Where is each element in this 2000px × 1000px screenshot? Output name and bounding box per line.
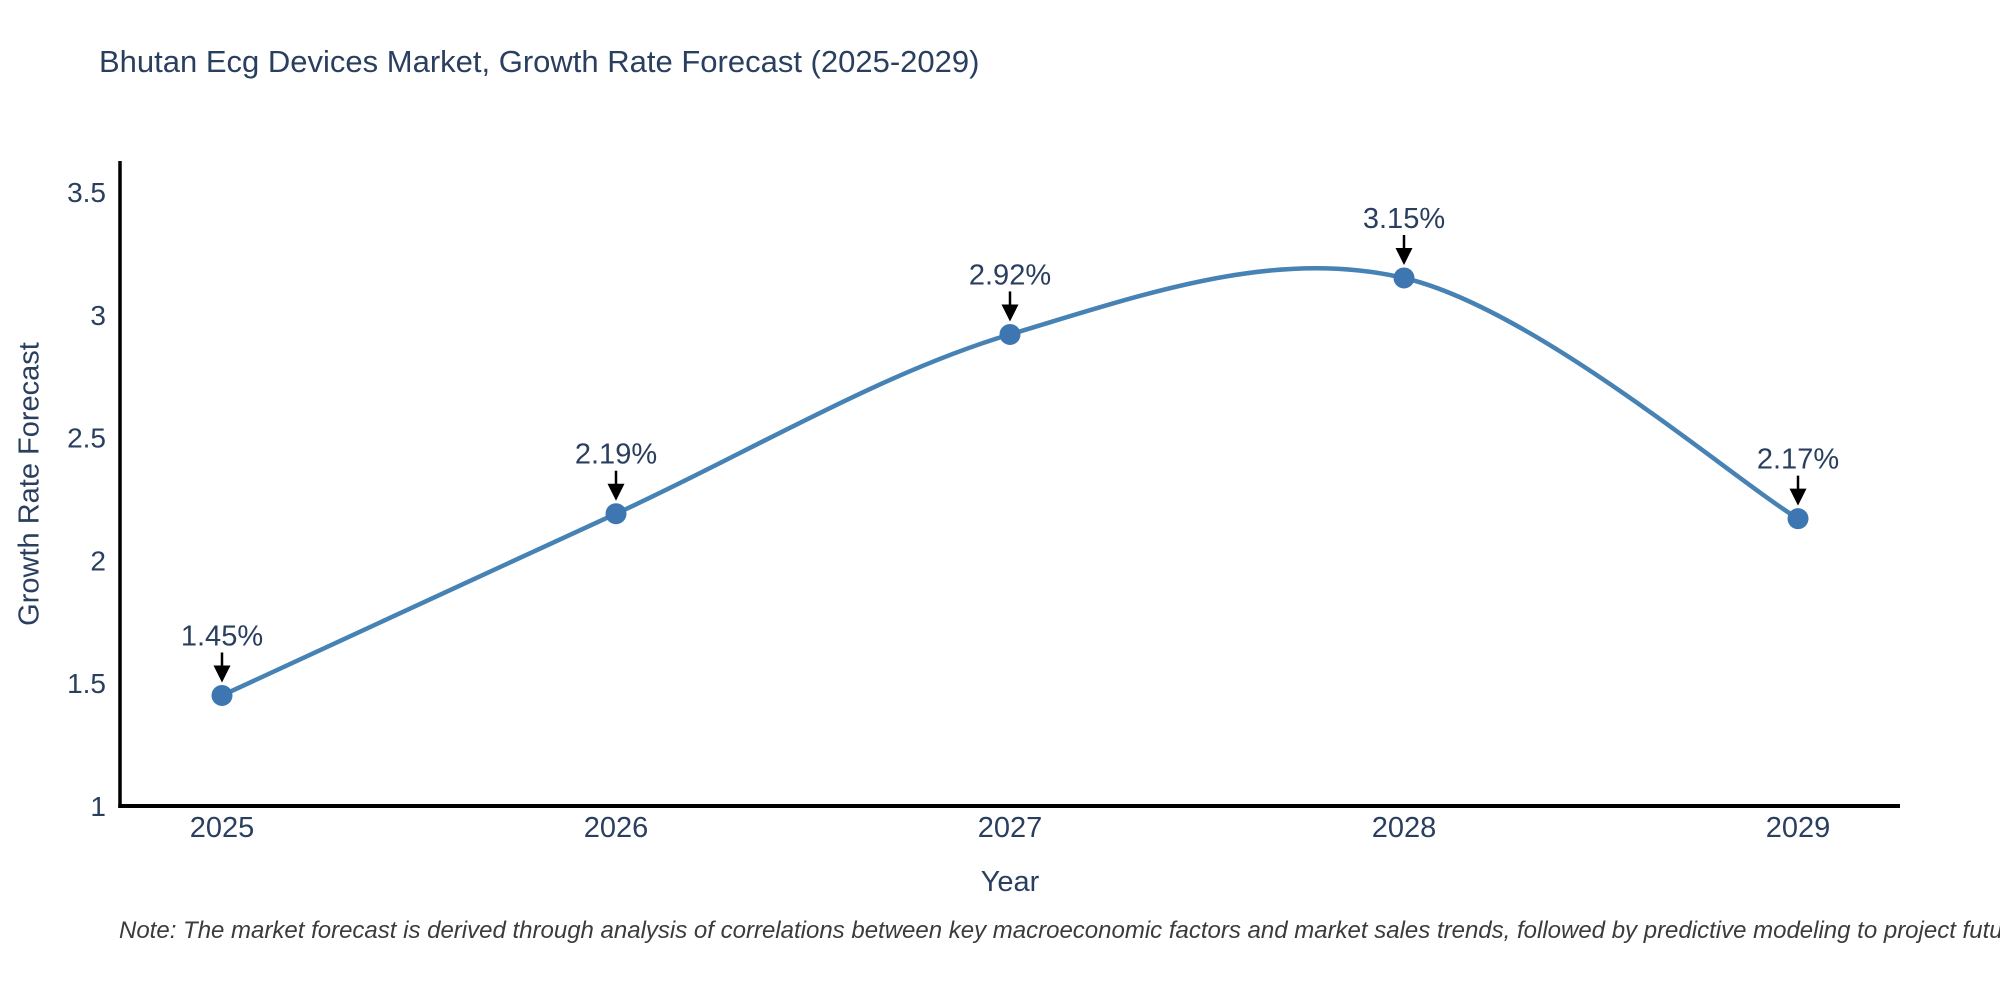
annotation-label: 2.17%	[1757, 444, 1839, 476]
annotation-arrowhead-icon	[607, 483, 625, 501]
annotation-label: 2.92%	[969, 259, 1051, 291]
x-tick-label: 2028	[1372, 812, 1437, 844]
annotation-label: 2.19%	[575, 439, 657, 471]
x-tick-label: 2027	[978, 812, 1043, 844]
x-tick-label: 2029	[1766, 812, 1831, 844]
annotation-arrowhead-icon	[1395, 247, 1413, 265]
data-point-marker[interactable]	[605, 503, 627, 525]
annotation-arrowhead-icon	[213, 665, 231, 683]
annotation-label: 3.15%	[1363, 203, 1445, 235]
x-tick-label: 2026	[584, 812, 649, 844]
data-point-marker[interactable]	[1787, 508, 1809, 530]
annotation-arrowhead-icon	[1001, 304, 1019, 322]
x-tick-label: 2025	[190, 812, 255, 844]
y-tick-label: 2.5	[67, 423, 106, 454]
data-point-marker[interactable]	[999, 323, 1021, 345]
y-tick-label: 1	[90, 791, 106, 822]
x-axis-title: Year	[980, 866, 1040, 898]
page-title: Bhutan Ecg Devices Market, Growth Rate F…	[99, 44, 980, 79]
y-tick-label: 2	[90, 545, 106, 576]
annotation-label: 1.45%	[181, 620, 263, 652]
data-point-marker[interactable]	[211, 684, 233, 706]
y-tick-label: 3.5	[67, 177, 106, 208]
data-point-marker[interactable]	[1393, 267, 1415, 289]
y-tick-label: 1.5	[67, 668, 106, 699]
y-tick-label: 3	[90, 300, 106, 331]
annotation-arrowhead-icon	[1789, 488, 1807, 506]
footnote: Note: The market forecast is derived thr…	[119, 917, 2000, 944]
